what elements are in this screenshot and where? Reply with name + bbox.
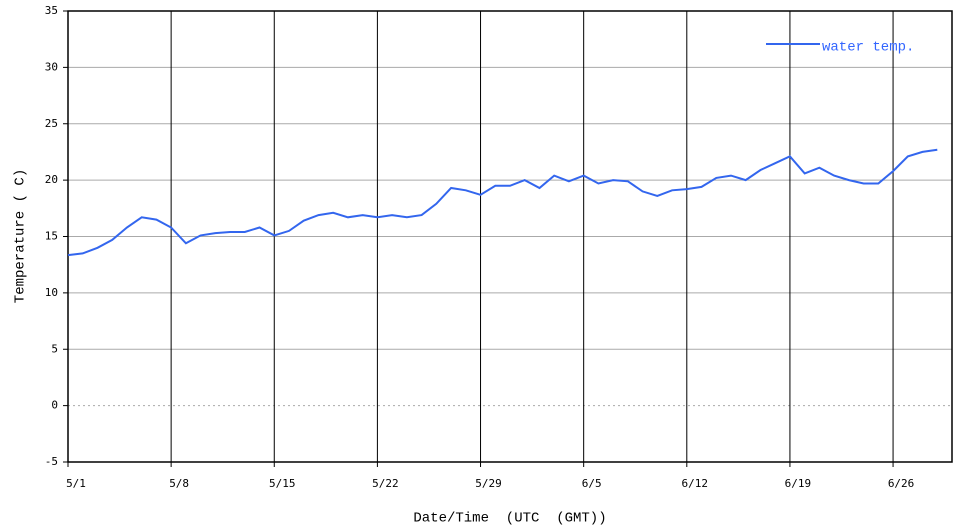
y-tick-label: 20 bbox=[45, 173, 58, 186]
x-tick-label: 6/19 bbox=[785, 477, 812, 490]
x-tick-label: 5/8 bbox=[169, 477, 189, 490]
y-tick-label: 35 bbox=[45, 4, 58, 17]
y-tick-label: 15 bbox=[45, 230, 58, 243]
data-line bbox=[67, 148, 938, 257]
x-tick-label: 5/22 bbox=[372, 477, 399, 490]
y-tick-label: -5 bbox=[45, 455, 58, 468]
y-tick-label: 5 bbox=[51, 342, 58, 355]
x-tick-label: 6/5 bbox=[582, 477, 602, 490]
x-tick-label: 5/15 bbox=[269, 477, 296, 490]
x-tick-label: 5/29 bbox=[475, 477, 502, 490]
x-tick-label: 6/12 bbox=[682, 477, 709, 490]
y-axis-title: Temperature ( C) bbox=[13, 169, 29, 303]
x-axis-title: Date/Time (UTC (GMT)) bbox=[413, 511, 606, 527]
y-tick-label: 0 bbox=[51, 399, 58, 412]
y-tick-label: 30 bbox=[45, 60, 58, 73]
y-tick-label: 25 bbox=[45, 117, 58, 130]
y-tick-label: 10 bbox=[45, 286, 58, 299]
x-tick-label: 5/1 bbox=[66, 477, 86, 490]
plot-frame bbox=[67, 10, 953, 463]
legend-label: water temp. bbox=[822, 40, 914, 56]
x-tick-label: 6/26 bbox=[888, 477, 915, 490]
